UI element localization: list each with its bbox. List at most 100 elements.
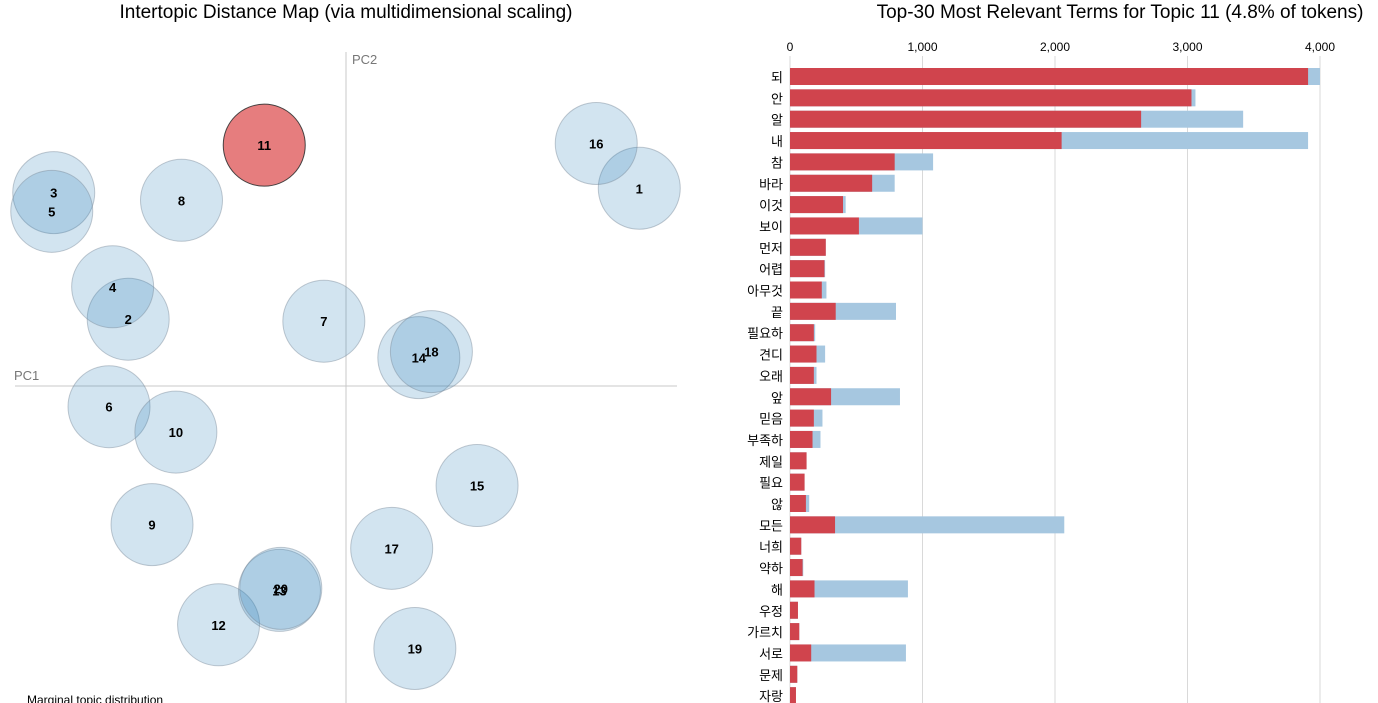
pc2-label: PC2 [352,52,377,67]
term-label-17[interactable]: 부족하 [747,434,783,449]
bar-overall-21[interactable] [790,516,1065,534]
x-tick-label-1: 1,000 [907,40,937,54]
bar-topic-6[interactable] [790,196,843,214]
term-label-11[interactable]: 끝 [771,306,783,321]
topic-label-3: 3 [50,186,57,201]
x-tick-label-4: 4,000 [1305,40,1335,54]
topic-circle-14[interactable] [377,316,461,400]
bar-topic-25[interactable] [790,601,798,619]
term-label-6[interactable]: 이것 [759,199,783,214]
bar-topic-23[interactable] [790,559,803,577]
term-label-15[interactable]: 앞 [771,391,783,406]
topic-circle-18[interactable] [389,310,473,394]
term-label-21[interactable]: 모든 [759,519,783,534]
topic-circle-5[interactable] [10,169,94,253]
bar-topic-18[interactable] [790,452,807,470]
bar-topic-19[interactable] [790,473,805,491]
topic-circle-13[interactable] [237,548,321,632]
top-terms-bar-chart: Top-30 Most Relevant Terms for Topic 11 … [747,2,1363,703]
topic-circle-19[interactable] [373,607,457,691]
bar-topic-17[interactable] [790,430,813,448]
term-label-4[interactable]: 참 [771,156,783,171]
term-label-5[interactable]: 바라 [759,178,783,193]
term-label-18[interactable]: 제일 [759,455,783,470]
marginal-topic-distribution-label: Marginal topic distribution [27,693,163,703]
topic-circle-15[interactable] [435,444,519,528]
bar-topic-14[interactable] [790,366,814,384]
topic-circle-12[interactable] [177,583,261,667]
topic-circle-4[interactable] [71,245,155,329]
bar-topic-11[interactable] [790,302,836,320]
bar-topic-21[interactable] [790,516,836,534]
bar-topic-28[interactable] [790,665,798,683]
bar-topic-12[interactable] [790,324,814,342]
bar-topic-3[interactable] [790,132,1062,150]
term-label-20[interactable]: 않 [771,498,783,513]
term-label-28[interactable]: 문제 [759,669,783,684]
term-label-3[interactable]: 내 [771,135,783,150]
bar-topic-24[interactable] [790,580,815,598]
topic-label-5: 5 [48,204,55,219]
term-label-24[interactable]: 해 [771,583,783,598]
bar-topic-1[interactable] [790,89,1192,107]
term-label-26[interactable]: 가르치 [747,626,783,641]
bar-topic-2[interactable] [790,110,1142,128]
bar-topic-8[interactable] [790,238,826,256]
bar-topic-5[interactable] [790,174,873,192]
topic-circle-16[interactable] [554,102,638,186]
bar-topic-26[interactable] [790,623,800,641]
topic-circle-8[interactable] [139,158,223,242]
term-label-12[interactable]: 필요하 [747,327,783,342]
topic-circle-6[interactable] [67,365,151,449]
topic-circle-17[interactable] [350,506,434,590]
term-label-16[interactable]: 믿음 [759,413,783,428]
bar-topic-22[interactable] [790,537,802,555]
topic-circle-2[interactable] [86,277,170,361]
term-label-27[interactable]: 서로 [759,647,783,662]
bar-topic-29[interactable] [790,687,796,703]
bar-topic-16[interactable] [790,409,814,427]
term-label-1[interactable]: 안 [771,92,783,107]
bar-topic-10[interactable] [790,281,822,299]
topic-label-20: 20 [274,581,288,596]
topic-circle-1[interactable] [597,146,681,230]
topic-label-10: 10 [169,425,183,440]
term-label-25[interactable]: 우정 [759,605,783,620]
term-label-29[interactable]: 자랑 [759,690,783,703]
bar-overall-24[interactable] [790,580,908,598]
topic-circle-20[interactable] [239,546,323,630]
term-label-9[interactable]: 어렵 [759,263,783,278]
mds-title: Intertopic Distance Map (via multidimens… [119,2,572,23]
topic-circle-9[interactable] [110,483,194,567]
topic-label-9: 9 [148,518,155,533]
x-tick-label-2: 2,000 [1040,40,1070,54]
term-label-13[interactable]: 견디 [759,349,783,364]
term-label-22[interactable]: 너희 [759,541,783,556]
topic-circle-7[interactable] [282,279,366,363]
term-label-8[interactable]: 먼저 [759,242,783,257]
topic-label-14: 14 [412,351,427,366]
bar-topic-20[interactable] [790,495,806,512]
topic-circle-11[interactable] [222,103,306,187]
topic-label-19: 19 [408,642,422,657]
bar-overall-27[interactable] [790,644,906,662]
x-tick-label-0: 0 [787,40,794,54]
bar-topic-15[interactable] [790,388,832,406]
bar-topic-0[interactable] [790,68,1309,85]
topic-circle-10[interactable] [134,390,218,474]
bar-topic-9[interactable] [790,260,825,278]
term-label-19[interactable]: 필요 [759,477,783,492]
bar-topic-4[interactable] [790,153,895,171]
bar-topic-7[interactable] [790,217,859,235]
term-label-14[interactable]: 오래 [759,370,783,385]
bar-topic-13[interactable] [790,345,817,363]
topic-circle-3[interactable] [12,151,96,235]
bar-topic-27[interactable] [790,644,812,662]
term-label-2[interactable]: 알 [771,114,783,129]
term-label-10[interactable]: 아무것 [747,285,783,300]
term-label-7[interactable]: 보이 [759,220,783,235]
term-label-23[interactable]: 약하 [759,562,783,577]
term-label-0[interactable]: 되 [771,71,783,86]
topic-circles [10,102,681,691]
